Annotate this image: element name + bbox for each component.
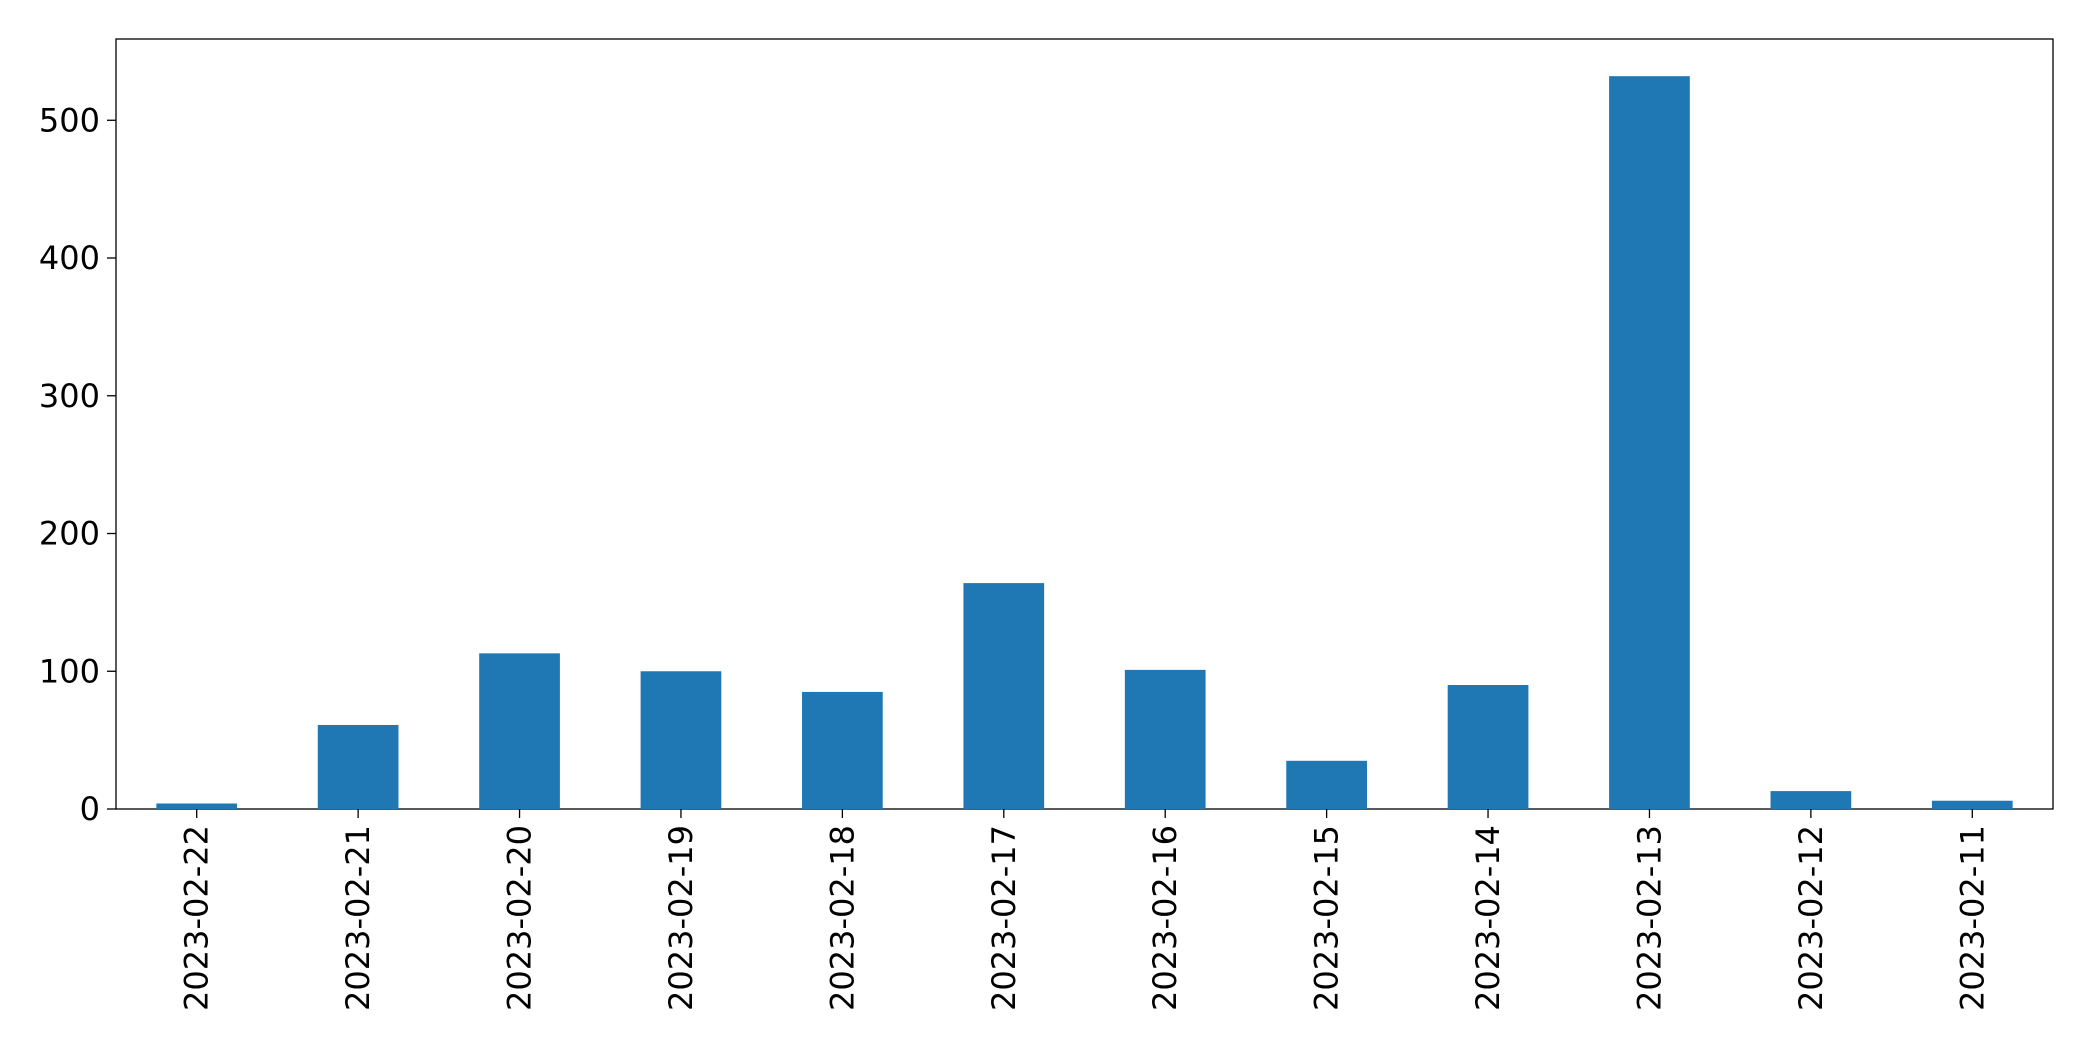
bar — [963, 583, 1045, 809]
y-tick-label: 500 — [39, 101, 100, 139]
x-tick-label: 2023-02-17 — [985, 825, 1023, 1011]
bar — [1931, 800, 2013, 809]
x-tick-label: 2023-02-16 — [1146, 825, 1184, 1011]
bar — [1609, 76, 1690, 810]
x-tick-label: 2023-02-13 — [1630, 825, 1668, 1011]
bar — [640, 671, 722, 809]
y-tick-label: 100 — [39, 652, 100, 690]
bar — [1124, 669, 1206, 809]
x-tick-label: 2023-02-19 — [662, 825, 700, 1011]
bar — [1286, 760, 1367, 809]
y-tick-label: 200 — [39, 515, 100, 553]
bar — [802, 691, 883, 809]
bar — [479, 653, 560, 809]
x-tick-label: 2023-02-22 — [178, 825, 216, 1011]
x-tick-label: 2023-02-11 — [1953, 825, 1991, 1011]
y-tick-label: 0 — [80, 790, 100, 828]
x-tick-label: 2023-02-12 — [1792, 825, 1830, 1011]
bar — [156, 803, 238, 809]
plot-frame — [115, 38, 2054, 810]
bar — [317, 724, 399, 809]
x-tick-label: 2023-02-21 — [339, 825, 377, 1011]
x-tick-label: 2023-02-20 — [501, 825, 539, 1011]
bar — [1770, 791, 1852, 809]
x-tick-label: 2023-02-18 — [823, 825, 861, 1011]
y-tick-label: 300 — [39, 377, 100, 415]
x-tick-label: 2023-02-14 — [1469, 825, 1507, 1011]
y-tick-label: 400 — [39, 239, 100, 277]
x-tick-label: 2023-02-15 — [1308, 825, 1346, 1011]
bar — [1447, 685, 1529, 809]
